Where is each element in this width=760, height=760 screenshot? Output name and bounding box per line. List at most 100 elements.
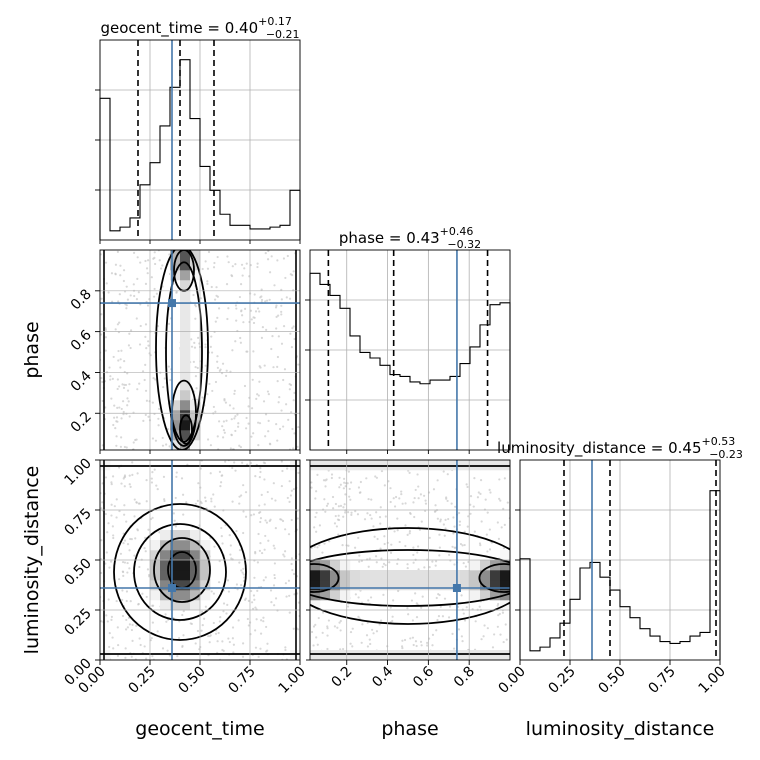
sample-point	[129, 485, 132, 488]
sample-point	[118, 385, 121, 388]
sample-point	[143, 378, 146, 382]
sample-point	[415, 616, 419, 619]
sample-point	[218, 470, 222, 473]
sample-point	[474, 620, 477, 623]
sample-point	[469, 495, 473, 498]
sample-point	[332, 507, 335, 510]
sample-point	[417, 545, 420, 548]
sample-point	[217, 307, 221, 310]
sample-point	[144, 282, 148, 285]
density-cell	[480, 570, 491, 581]
sample-point	[349, 630, 353, 634]
sample-point	[144, 363, 147, 366]
sample-point	[290, 557, 294, 560]
sample-point	[462, 562, 465, 565]
sample-point	[254, 550, 257, 554]
sample-point	[107, 522, 110, 525]
sample-point	[122, 570, 125, 574]
sample-point	[104, 349, 107, 352]
sample-point	[412, 501, 415, 504]
sample-point	[132, 441, 135, 444]
sample-point	[275, 304, 278, 307]
sample-point	[360, 559, 363, 563]
density-cell	[500, 560, 510, 571]
sample-point	[120, 417, 123, 420]
sample-point	[123, 485, 126, 488]
sample-point	[139, 261, 142, 264]
sample-point	[121, 400, 125, 403]
sample-point	[453, 525, 456, 528]
sample-point	[222, 602, 226, 605]
sample-point	[214, 410, 217, 413]
sample-point	[114, 272, 117, 275]
sample-point	[376, 537, 379, 541]
sample-point	[130, 628, 134, 632]
sample-point	[122, 542, 125, 545]
sample-point	[375, 476, 378, 479]
sample-point	[412, 553, 415, 557]
sample-point	[272, 366, 275, 369]
sample-point	[239, 336, 242, 340]
sample-point	[338, 486, 341, 489]
sample-point	[113, 505, 116, 508]
density-cell	[500, 650, 510, 660]
sample-point	[270, 255, 273, 258]
density-cell	[440, 650, 451, 660]
sample-point	[112, 423, 115, 427]
sample-point	[116, 250, 119, 253]
sample-point	[446, 499, 449, 503]
sample-point	[414, 640, 418, 643]
sample-point	[154, 378, 157, 381]
sample-point	[190, 338, 193, 341]
density-cell	[180, 260, 191, 271]
sample-point	[270, 497, 274, 500]
sample-point	[214, 632, 218, 635]
sample-point	[136, 388, 139, 391]
sample-point	[225, 369, 228, 372]
sample-point	[458, 511, 461, 515]
sample-point	[404, 524, 407, 527]
sample-point	[443, 534, 446, 537]
sample-point	[412, 643, 415, 647]
sample-point	[256, 262, 259, 265]
sample-point	[126, 561, 129, 565]
sample-point	[326, 647, 329, 651]
sample-point	[141, 370, 145, 373]
sample-point	[146, 304, 150, 307]
density-cell	[180, 330, 191, 341]
sample-point	[258, 422, 262, 425]
sample-point	[132, 283, 135, 286]
sample-point	[229, 544, 232, 547]
sample-point	[235, 529, 238, 533]
density-cell	[190, 530, 201, 541]
sample-point	[216, 295, 220, 298]
sample-point	[263, 478, 266, 481]
sample-point	[397, 589, 400, 593]
sample-point	[163, 499, 166, 503]
sample-point	[323, 498, 326, 501]
sample-point	[211, 389, 214, 393]
sample-point	[154, 262, 157, 266]
sample-point	[254, 646, 258, 649]
sample-point	[264, 435, 267, 438]
density-cell	[180, 420, 191, 431]
sample-point	[192, 293, 195, 297]
sample-point	[502, 640, 505, 644]
sample-point	[233, 461, 236, 464]
sample-point	[219, 616, 222, 619]
sample-point	[177, 637, 181, 640]
sample-point	[284, 582, 287, 585]
sample-point	[145, 399, 149, 402]
sample-point	[384, 564, 387, 567]
sample-point	[498, 497, 501, 500]
sample-point	[367, 497, 370, 501]
sample-point	[139, 643, 142, 647]
sample-point	[290, 411, 293, 414]
truth-marker	[168, 584, 176, 592]
sample-point	[145, 657, 148, 660]
sample-point	[216, 360, 219, 363]
truth-marker	[452, 584, 461, 592]
sample-point	[249, 461, 253, 465]
sample-point	[123, 360, 126, 363]
sample-point	[435, 596, 438, 600]
